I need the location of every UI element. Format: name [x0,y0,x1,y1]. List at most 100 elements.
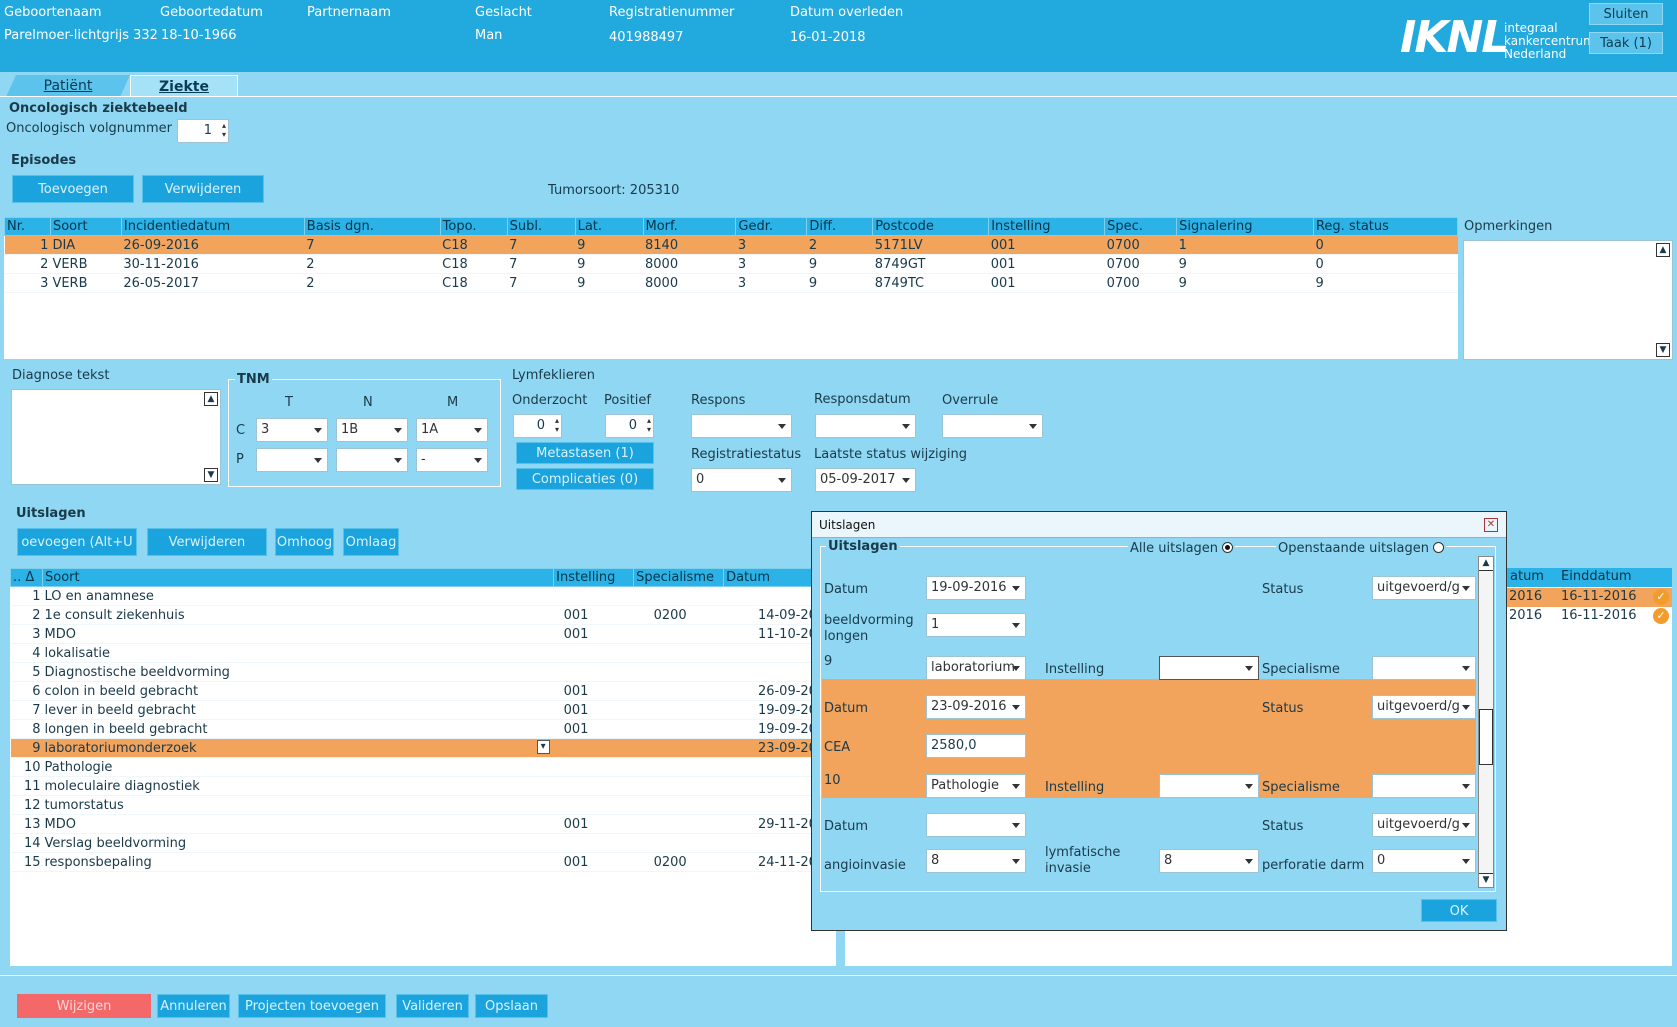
overrule-select[interactable] [942,414,1043,438]
uitslag-row[interactable]: 6 colon in beeld gebracht 001 26-09-2016 [10,681,836,701]
uitslag-row[interactable]: 12 tumorstatus [10,795,836,815]
dialog-scrollbar[interactable]: ▲ ▼ [1478,556,1494,888]
onco-volg-spinner[interactable]: 1 [177,119,229,143]
tnm-pn-select[interactable] [336,448,408,472]
diagnose-textarea[interactable]: ▲ ▼ [11,389,221,485]
uitslag-col-header[interactable]: Soort [41,568,555,587]
projecten-toevoegen-button[interactable]: Projecten toevoegen [238,994,386,1018]
dlg-row10-specialisme-select[interactable] [1372,774,1476,798]
episode-row[interactable]: 2 VERB 30-11-2016 2 C18 7 9 8000 3 9 8749GT 001 0700… [4,254,1458,274]
uitslag-row[interactable]: 8 longen in beeld gebracht 001 19-09-2016 [10,719,836,739]
dlg-row8-datum-select[interactable]: 19-09-2016 [926,576,1026,600]
dlg-row10-datum-select[interactable] [926,813,1026,837]
annuleren-button[interactable]: Annuleren [157,994,230,1018]
dlg-lymf-select[interactable]: 8 [1159,849,1259,873]
episode-col-header[interactable]: Spec. [1104,217,1178,236]
dlg-angio-select[interactable]: 8 [926,849,1026,873]
episode-col-header[interactable]: Soort [49,217,122,236]
tnm-ct-select[interactable]: 3 [256,418,328,442]
tab-patient[interactable]: Patiënt [6,75,130,97]
uitslag-col-header[interactable]: Datum [723,568,836,587]
diagnose-scroll-down-icon[interactable]: ▼ [204,468,218,482]
uitslag-row[interactable]: 5 Diagnostische beeldvorming [10,662,836,682]
uitslag-row[interactable]: 3 MDO 001 11-10-2016 [10,624,836,644]
episode-add-button[interactable]: Toevoegen [12,175,134,203]
dlg-row10-instelling-select[interactable] [1159,774,1259,798]
uitslag-row[interactable]: 1 LO en anamnese [10,586,836,606]
radio-openstaande-uitslagen[interactable]: Openstaande uitslagen [1276,541,1447,556]
dlg-row9-datum-select[interactable]: 23-09-2016 [926,695,1026,719]
uitslag-delete-button[interactable]: Verwijderen [147,528,267,556]
wijzigen-button[interactable]: Wijzigen [17,994,151,1018]
dlg-row10-status-select[interactable]: uitgevoerd/g [1372,813,1476,837]
opslaan-button[interactable]: Opslaan [475,994,548,1018]
lymf-positief-spinner[interactable]: 0 [605,414,654,438]
dialog-close-icon[interactable]: ✕ [1484,518,1498,532]
episode-col-header[interactable]: Gedr. [735,217,808,236]
chevron-down-icon[interactable]: ▾ [536,740,550,754]
dlg-cea-input[interactable]: 2580,0 [926,734,1026,758]
remarks-scroll-down-icon[interactable]: ▼ [1656,343,1670,357]
tnm-cm-select[interactable]: 1A [416,418,488,442]
uitslag-row[interactable]: 9 laboratoriumonderzoek ▾ 23-09-2016 [10,738,836,758]
right-row-2[interactable]: 2016 16-11-2016 ✓ [1505,607,1672,626]
uitslag-row[interactable]: 13 MDO 001 29-11-2016 [10,814,836,834]
episode-col-header[interactable]: Postcode [872,217,990,236]
episode-col-header[interactable]: Morf. [642,217,737,236]
episode-col-header[interactable]: Nr. [4,217,51,236]
task-button[interactable]: Taak (1) [1589,32,1663,54]
dialog-scroll-thumb[interactable] [1479,709,1493,765]
dlg-row9-soort-select[interactable]: laboratorium [926,656,1026,680]
tnm-cn-select[interactable]: 1B [336,418,408,442]
radio-alle-uitslagen[interactable]: Alle uitslagen [1128,541,1236,556]
dlg-row9-instelling-select[interactable] [1159,656,1259,680]
dlg-perforatie-select[interactable]: 0 [1372,849,1476,873]
episode-col-header[interactable]: Subl. [506,217,576,236]
uitslag-row[interactable]: 11 moleculaire diagnostiek [10,776,836,796]
episode-col-header[interactable]: Instelling [988,217,1106,236]
radio-selected-icon[interactable] [1222,542,1234,553]
radio-unselected-icon[interactable] [1433,542,1445,553]
dialog-ok-button[interactable]: OK [1421,899,1497,922]
uitslag-row[interactable]: 10 Pathologie [10,757,836,777]
dlg-row9-status-select[interactable]: uitgevoerd/g [1372,695,1476,719]
dlg-row10-soort-select[interactable]: Pathologie [926,774,1026,798]
uitslag-col-header[interactable]: Instelling [553,568,635,587]
episode-col-header[interactable]: Diff. [806,217,874,236]
remarks-textarea[interactable]: ▲ ▼ [1463,240,1673,360]
lymf-onderzocht-spinner[interactable]: 0 [513,414,562,438]
tnm-pt-select[interactable] [256,448,328,472]
tab-ziekte[interactable]: Ziekte [130,75,238,97]
dlg-row9-specialisme-select[interactable] [1372,656,1476,680]
valideren-button[interactable]: Valideren [396,994,469,1018]
episode-col-header[interactable]: Topo. [439,217,508,236]
metastasen-button[interactable]: Metastasen (1) [516,442,654,464]
uitslag-row[interactable]: 4 lokalisatie [10,643,836,663]
episode-delete-button[interactable]: Verwijderen [142,175,264,203]
close-button[interactable]: Sluiten [1589,3,1663,25]
uitslag-col-header[interactable]: Specialisme [633,568,725,587]
complicaties-button[interactable]: Complicaties (0) [516,468,654,490]
dialog-scroll-up-icon[interactable]: ▲ [1479,557,1493,571]
regstatus-select[interactable]: 0 [691,468,792,492]
episode-col-header[interactable]: Signalering [1176,217,1314,236]
dlg-beeldvorming-select[interactable]: 1 [926,613,1026,637]
episode-col-header[interactable]: Basis dgn. [303,217,441,236]
episode-col-header[interactable]: Incidentiedatum [120,217,305,236]
dlg-row8-status-select[interactable]: uitgevoerd/g [1372,576,1476,600]
uitslag-down-button[interactable]: Omlaag [343,528,399,556]
uitslag-add-button[interactable]: oevoegen (Alt+U [17,528,137,556]
episode-row[interactable]: 1 DIA 26-09-2016 7 C18 7 9 8140 3 2 5171LV 001 0700 1… [4,235,1458,255]
dialog-scroll-down-icon[interactable]: ▼ [1479,873,1493,887]
uitslag-row[interactable]: 7 lever in beeld gebracht 001 19-09-2016 [10,700,836,720]
episode-row[interactable]: 3 VERB 26-05-2017 2 C18 7 9 8000 3 9 8749TC 001 0700… [4,273,1458,293]
right-row-1[interactable]: 2016 16-11-2016 ✓ [1505,588,1672,607]
uitslag-row[interactable]: 15 responsbepaling 001 0200 24-11-2016 [10,852,836,872]
uitslag-up-button[interactable]: Omhoog [275,528,334,556]
responsdatum-select[interactable] [815,414,916,438]
episode-col-header[interactable]: Reg. status [1312,217,1459,236]
diagnose-scroll-up-icon[interactable]: ▲ [204,392,218,406]
episode-col-header[interactable]: Lat. [574,217,644,236]
uitslag-row[interactable]: 14 Verslag beeldvorming [10,833,836,853]
laatste-status-select[interactable]: 05-09-2017 [815,468,916,492]
